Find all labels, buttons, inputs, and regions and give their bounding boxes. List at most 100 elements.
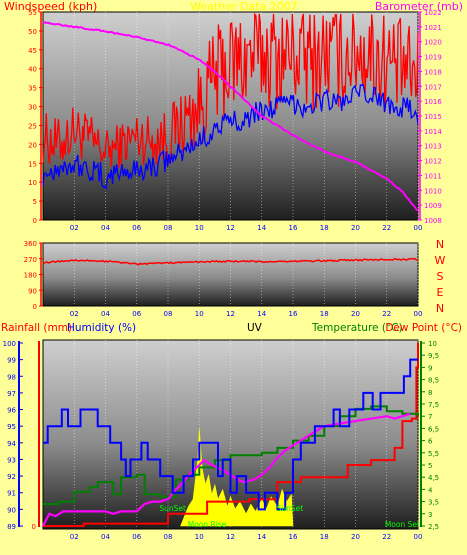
direction-x-tick-label: 10 (195, 310, 204, 318)
indoor-series-line (42, 412, 411, 527)
baro-tick-label: 1012 (424, 158, 442, 166)
wind-x-tick-label: 02 (70, 224, 79, 232)
temperature-x-tick-label: 06 (132, 533, 141, 541)
direction-x-tick-label: 08 (164, 310, 173, 318)
direction-x-ticks: 02 04 06 08 10 12 14 16 18 20 22 00 (70, 310, 423, 318)
temperature-x-tick-label: 22 (382, 533, 391, 541)
temperature-tick-label: 4,5 (428, 474, 439, 482)
wind-x-tick-label: 22 (382, 224, 391, 232)
compass-letter: N (436, 238, 444, 251)
direction-x-tick-label: 04 (101, 310, 110, 318)
moonrise-label: Moon Rise (188, 520, 227, 529)
baro-tick-label: 1022 (424, 9, 442, 17)
temperature-tick-label: 9,5 (428, 352, 439, 360)
temperature-tick-label: 3 (428, 511, 432, 519)
temperature-tick-label: 8 (428, 389, 432, 397)
wind-x-tick-label: 12 (226, 224, 235, 232)
wind-tick-label: 25 (28, 122, 37, 130)
temperature-x-tick-label: 12 (226, 533, 235, 541)
direction-tick-label: 270 (24, 256, 37, 264)
humidity-tick-label: 95 (7, 423, 16, 431)
direction-x-tick-label: 16 (289, 310, 298, 318)
temperature-x-tick-label: 14 (257, 533, 266, 541)
rain-series-line (43, 343, 419, 527)
wind-x-tick-label: 18 (320, 224, 329, 232)
direction-x-tick-label: 20 (351, 310, 360, 318)
wind-x-tick-label: 06 (132, 224, 141, 232)
direction-tick-label: 90 (28, 287, 37, 295)
humidity-tick-label: 99 (7, 357, 16, 365)
barometer-y-ticks: 1008 1009 1010 1011 1012 1013 1014 1015 1016 1017… (418, 9, 442, 225)
direction-tick-label: 0 (33, 303, 37, 311)
temperature-tick-label: 9 (428, 364, 432, 372)
wind-tick-label: 40 (28, 66, 37, 74)
direction-x-tick-label: 22 (382, 310, 391, 318)
direction-x-tick-label: 14 (257, 310, 266, 318)
humidity-tick-label: 93 (7, 456, 16, 464)
wind-series (42, 12, 419, 212)
temperature-axis-label: Temperature (°C) (311, 322, 403, 334)
direction-x-tick-label: 12 (226, 310, 235, 318)
wind-tick-label: 55 (28, 9, 37, 17)
humidity-tick-label: 100 (3, 340, 16, 348)
direction-plot-area (42, 242, 419, 307)
rainfall-axis-label: Rainfall (mm) (1, 322, 72, 334)
wind-axis-label: Windspeed (kph) (4, 0, 97, 13)
direction-x-tick-label: 00 (414, 310, 423, 318)
wind-x-tick-label: 20 (351, 224, 360, 232)
temperature-tick-label: 7 (428, 413, 432, 421)
temperature-tick-label: 5,5 (428, 450, 439, 458)
baro-tick-label: 1011 (424, 172, 442, 180)
baro-tick-label: 1010 (424, 187, 442, 195)
baro-tick-label: 1017 (424, 83, 442, 91)
wind-tick-label: 10 (28, 179, 37, 187)
temperature-tick-label: 2,5 (428, 523, 439, 531)
wind-y-ticks: 0 5 10 15 20 25 30 35 40 45 50 55 (28, 9, 43, 225)
wind-x-tick-label: 16 (289, 224, 298, 232)
compass-letter: S (437, 270, 444, 283)
direction-series (42, 257, 419, 266)
direction-x-tick-label: 02 (70, 310, 79, 318)
wind-x-tick-label: 04 (101, 224, 110, 232)
temperature-tick-label: 8,5 (428, 377, 439, 385)
baro-tick-label: 1021 (424, 24, 442, 32)
dir-series-line (42, 257, 419, 266)
temperature-tick-label: 4 (428, 486, 433, 494)
temperature-tick-label: 6,5 (428, 425, 439, 433)
temperature-x-ticks: 02 04 06 08 10 12 14 16 18 20 22 00 (70, 533, 423, 541)
temperature-tick-label: 3,5 (428, 499, 439, 507)
compass-letter: E (437, 286, 444, 299)
baro-tick-label: 1008 (424, 217, 442, 225)
humidity-tick-label: 98 (7, 373, 16, 381)
wind-tick-label: 35 (28, 85, 37, 93)
temp-series-line (43, 405, 419, 505)
temperature-x-tick-label: 16 (289, 533, 298, 541)
direction-tick-label: 360 (24, 240, 37, 248)
direction-tick-label: 180 (24, 272, 37, 280)
temperature-tick-label: 5 (428, 462, 432, 470)
wind-tick-label: 20 (28, 141, 37, 149)
humidity-tick-label: 94 (7, 440, 16, 448)
baro-tick-label: 1020 (424, 39, 442, 47)
wind-tick-label: 45 (28, 47, 37, 55)
baro-tick-label: 1018 (424, 68, 442, 76)
humidity-tick-label: 90 (7, 506, 16, 514)
baro-tick-label: 1016 (424, 98, 442, 106)
temperature-x-tick-label: 18 (320, 533, 329, 541)
temperature-x-tick-label: 10 (195, 533, 204, 541)
wind-tick-label: 0 (33, 217, 37, 225)
wind-x-tick-label: 08 (164, 224, 173, 232)
baro-tick-label: 1009 (424, 202, 442, 210)
wind-tick-label: 15 (28, 160, 37, 168)
baro-tick-label: 1014 (424, 128, 442, 136)
wind-tick-label: 50 (28, 28, 37, 36)
humidity-tick-label: 97 (7, 390, 16, 398)
wind-tick-label: 5 (33, 198, 37, 206)
chart-title: Weather Data 2007 (190, 0, 298, 13)
uv-axis-label: UV (247, 322, 263, 334)
moonset-label: Moon Set (385, 520, 420, 529)
rain-tick-label: 0 (32, 523, 36, 531)
